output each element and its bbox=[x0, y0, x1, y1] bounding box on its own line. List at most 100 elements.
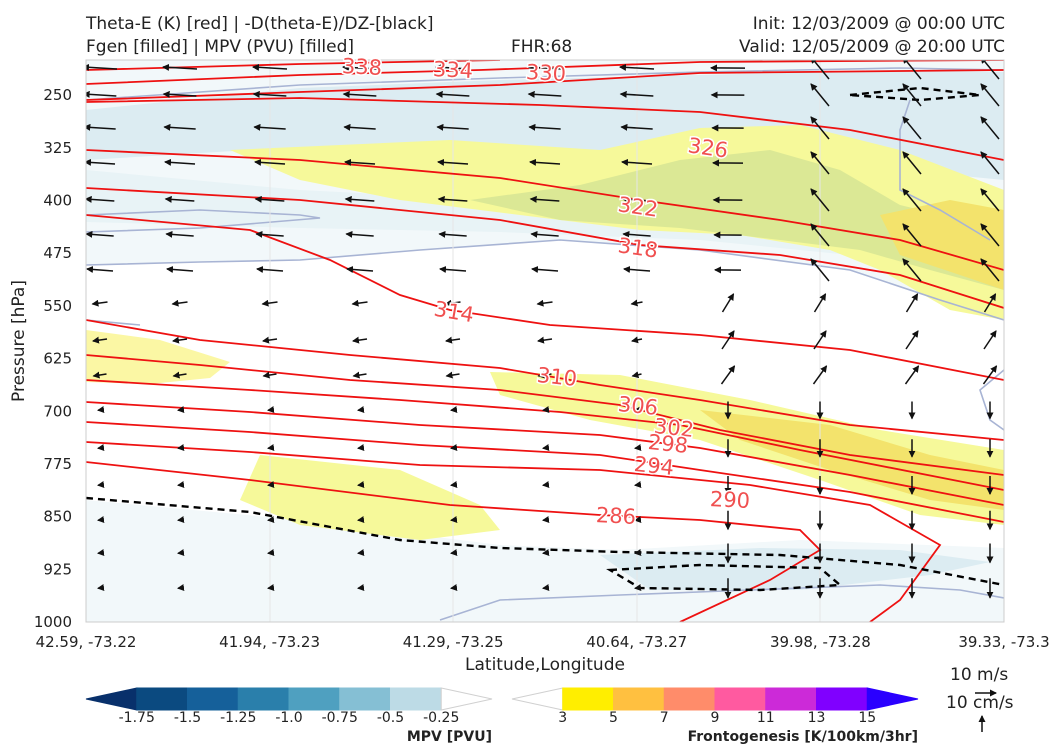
wind-arrow bbox=[812, 365, 828, 385]
wind-arrow bbox=[267, 549, 275, 556]
colorbar-tick-label: 13 bbox=[808, 710, 826, 726]
wind-arrow bbox=[86, 123, 116, 131]
wind-arrow bbox=[97, 406, 105, 413]
theta-e-contour-label: 330 bbox=[524, 58, 568, 87]
forecast-hour: FHR:68 bbox=[511, 37, 573, 57]
colorbar-tick-label: 5 bbox=[609, 710, 618, 726]
svg-text:302: 302 bbox=[653, 414, 695, 442]
theta-e-contour-label: 290 bbox=[708, 485, 752, 514]
wind-arrow bbox=[634, 406, 642, 413]
filled-fields bbox=[86, 60, 1004, 622]
wind-arrow bbox=[346, 265, 374, 273]
title-left-line1: Theta-E (K) [red] | -D(theta-E)/DZ-[blac… bbox=[86, 14, 434, 34]
wind-arrow bbox=[542, 584, 550, 591]
theta-e-contour-label: 338 bbox=[340, 52, 384, 81]
fgen-fill-upper-2 bbox=[470, 150, 1004, 290]
wind-arrow bbox=[622, 230, 651, 238]
colorbar-tick-label: 9 bbox=[711, 710, 720, 726]
colorbar-segment bbox=[339, 687, 391, 711]
mpv-fill-upper-3 bbox=[86, 170, 1004, 270]
wind-arrow bbox=[450, 444, 458, 451]
wind-arrow bbox=[352, 336, 368, 344]
wind-arrow bbox=[437, 195, 468, 203]
wind-key-horizontal-label: 10 m/s bbox=[950, 665, 1008, 685]
wind-arrow bbox=[980, 258, 1000, 282]
wind-key-vertical-label: 10 cm/s bbox=[946, 693, 1014, 713]
wind-arrow bbox=[357, 516, 365, 523]
wind-arrow bbox=[721, 293, 735, 313]
theta-e-contour-label: 286 bbox=[594, 501, 638, 530]
colorbar-tick-label: -0.25 bbox=[423, 710, 459, 726]
fgen-fill-mid bbox=[490, 372, 1004, 525]
colorbar-segment bbox=[663, 687, 716, 711]
wind-arrow bbox=[435, 90, 470, 98]
x-tick-label: 39.98, -73.28 bbox=[770, 633, 871, 651]
theta-e-contour-label: 310 bbox=[534, 361, 579, 392]
x-axis-ticks: 42.59, -73.22 41.94, -73.23 41.29, -73.25 4… bbox=[36, 633, 1050, 651]
wind-vectors bbox=[86, 60, 1000, 599]
wind-arrow bbox=[621, 158, 653, 166]
x-tick-label: 41.29, -73.25 bbox=[403, 633, 504, 651]
wind-arrow bbox=[86, 158, 116, 166]
wind-arrow bbox=[980, 188, 1000, 212]
plot-frame bbox=[85, 59, 1005, 623]
mpv-contour-7 bbox=[979, 369, 1004, 431]
wind-arrow bbox=[267, 481, 275, 488]
svg-text:298: 298 bbox=[647, 430, 689, 458]
colorbar-tick-label: -1.75 bbox=[119, 710, 155, 726]
y-tick-label: 325 bbox=[43, 139, 72, 157]
wind-arrow bbox=[267, 584, 275, 591]
wind-arrow bbox=[256, 265, 284, 273]
wind-arrow bbox=[351, 299, 368, 307]
wind-arrow bbox=[177, 481, 185, 488]
wind-arrow bbox=[810, 83, 830, 107]
x-tick-label: 39.33, -73.3 bbox=[958, 633, 1049, 651]
wind-arrow bbox=[344, 195, 375, 203]
wind-arrow bbox=[542, 516, 550, 523]
wind-arrow bbox=[813, 330, 827, 350]
wind-arrow bbox=[983, 293, 997, 313]
wind-arrow bbox=[436, 123, 469, 131]
wind-arrow bbox=[982, 365, 998, 385]
wind-arrow bbox=[902, 60, 922, 80]
wind-arrow bbox=[164, 158, 196, 166]
mpv-contour-2 bbox=[86, 209, 321, 233]
wind-arrow bbox=[527, 63, 563, 71]
wind-arrow bbox=[621, 195, 652, 203]
wind-arrow bbox=[542, 444, 550, 451]
wind-arrow bbox=[623, 265, 651, 273]
wind-arrow bbox=[254, 195, 285, 203]
wind-arrow bbox=[444, 299, 461, 307]
svg-text:310: 310 bbox=[536, 363, 578, 391]
y-tick-label: 850 bbox=[43, 508, 72, 526]
wind-arrow bbox=[980, 83, 1000, 107]
fgen-fill-low bbox=[240, 455, 500, 540]
wind-arrow bbox=[171, 299, 188, 307]
wind-arrow bbox=[810, 60, 830, 80]
colorbar-tick-label: -1.0 bbox=[275, 710, 302, 726]
wind-arrow bbox=[536, 299, 553, 307]
wind-arrow bbox=[450, 584, 458, 591]
svg-text:294: 294 bbox=[633, 452, 675, 480]
wind-arrow bbox=[980, 116, 1000, 140]
wind-arrow bbox=[450, 549, 458, 556]
theta-e-contour-label: 298 bbox=[645, 428, 690, 459]
wind-arrow bbox=[177, 444, 185, 451]
wind-arrow bbox=[529, 158, 561, 166]
wind-arrow bbox=[435, 63, 471, 71]
colorbar-segment bbox=[136, 687, 188, 711]
x-tick-label: 41.94, -73.23 bbox=[219, 633, 320, 651]
svg-text:338: 338 bbox=[341, 54, 382, 80]
wind-arrow bbox=[905, 330, 919, 350]
wind-arrow bbox=[357, 481, 365, 488]
wind-arrow bbox=[92, 371, 107, 379]
wind-arrow bbox=[86, 230, 114, 238]
colorbar-tick-label: -0.5 bbox=[377, 710, 404, 726]
wind-arrow bbox=[530, 230, 559, 238]
wind-arrow bbox=[97, 444, 105, 451]
wind-arrow bbox=[902, 188, 922, 212]
wind-arrow bbox=[902, 258, 922, 282]
colorbar-segment bbox=[765, 687, 817, 711]
theta-e-contour-label: 294 bbox=[631, 450, 676, 481]
wind-arrow bbox=[619, 90, 654, 98]
